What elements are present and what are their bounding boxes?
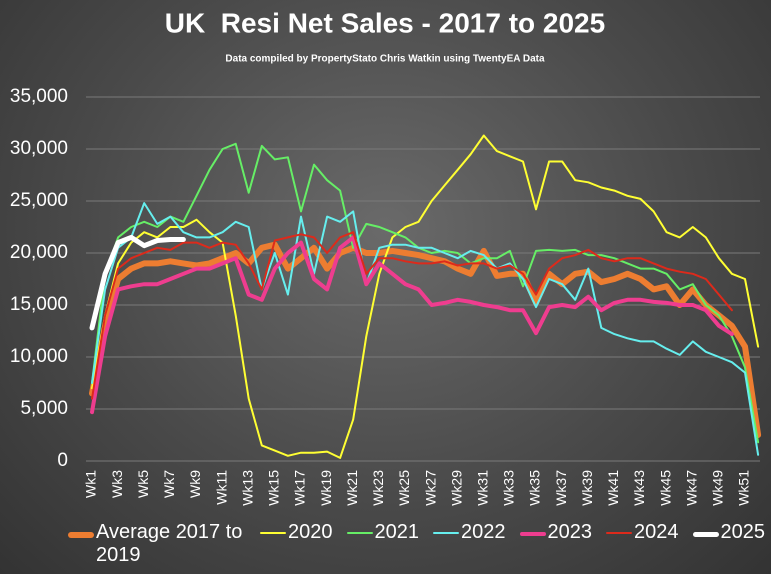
legend-item: 2024 bbox=[606, 521, 679, 544]
x-tick-label: Wk19 bbox=[318, 470, 334, 506]
x-tick-label: Wk43 bbox=[631, 470, 647, 506]
y-tick-label: 5,000 bbox=[20, 398, 68, 419]
x-tick-label: Wk51 bbox=[736, 470, 752, 506]
series-line bbox=[91, 142, 760, 444]
legend-label: 2024 bbox=[634, 521, 679, 543]
legend-item: 2022 bbox=[433, 521, 506, 544]
legend-label: Average 2017 to 2019 bbox=[96, 521, 243, 566]
legend-label: 2021 bbox=[374, 521, 420, 543]
legend-swatch bbox=[692, 532, 719, 537]
x-tick-label: Wk21 bbox=[344, 470, 360, 506]
x-tick-label: Wk29 bbox=[448, 470, 464, 506]
legend-item: 2021 bbox=[346, 521, 420, 544]
x-tick-label: Wk39 bbox=[579, 470, 595, 506]
x-tick-label: Wk37 bbox=[553, 470, 569, 506]
x-tick-label: Wk13 bbox=[239, 470, 255, 506]
x-tick-label: Wk23 bbox=[370, 470, 386, 506]
legend-label: 2023 bbox=[547, 521, 593, 543]
y-tick-label: 30,000 bbox=[10, 138, 68, 159]
x-tick-label: Wk5 bbox=[135, 470, 151, 498]
x-tick-label: Wk35 bbox=[527, 470, 543, 506]
legend-label: 2020 bbox=[288, 521, 333, 543]
legend-item: 2020 bbox=[260, 521, 333, 544]
series-line bbox=[90, 235, 734, 415]
x-tick-label: Wk25 bbox=[396, 470, 412, 506]
x-tick-label: Wk47 bbox=[683, 470, 699, 506]
series-line bbox=[91, 202, 760, 456]
x-tick-label: Wk45 bbox=[657, 470, 673, 506]
legend-swatch bbox=[433, 532, 459, 534]
x-tick-label: Wk41 bbox=[605, 470, 621, 506]
x-tick-label: Wk15 bbox=[266, 470, 282, 506]
x-tick-label: Wk11 bbox=[213, 470, 229, 505]
y-tick-label: 0 bbox=[57, 450, 68, 471]
legend-swatch bbox=[260, 532, 286, 534]
x-tick-label: Wk17 bbox=[292, 470, 308, 506]
legend-swatch bbox=[68, 532, 94, 538]
y-tick-label: 35,000 bbox=[10, 86, 68, 107]
legend: Average 2017 to 2019 2020 2021 2022 2023 2024… bbox=[68, 521, 765, 567]
x-tick-label: Wk7 bbox=[161, 470, 177, 498]
series-line bbox=[91, 231, 733, 400]
series-line bbox=[89, 234, 186, 331]
x-tick-label: Wk27 bbox=[422, 470, 438, 506]
legend-item: Average 2017 to 2019 bbox=[68, 521, 246, 567]
x-tick-label: Wk1 bbox=[83, 470, 99, 498]
y-tick-label: 10,000 bbox=[10, 346, 68, 367]
legend-label: 2025 bbox=[720, 521, 766, 543]
series-line bbox=[89, 241, 762, 438]
legend-item: 2025 bbox=[692, 521, 766, 544]
y-tick-label: 20,000 bbox=[10, 242, 68, 263]
legend-swatch bbox=[606, 532, 632, 534]
x-tick-label: Wk33 bbox=[501, 470, 517, 506]
x-tick-label: Wk49 bbox=[710, 470, 726, 506]
x-tick-label: Wk31 bbox=[475, 470, 491, 506]
series-line bbox=[91, 134, 760, 459]
chart-title: UK Resi Net Sales - 2017 to 2025 bbox=[165, 7, 605, 38]
legend-item: 2023 bbox=[519, 521, 593, 544]
y-tick-label: 25,000 bbox=[10, 190, 68, 211]
x-tick-label: Wk9 bbox=[187, 470, 203, 498]
legend-swatch bbox=[519, 532, 546, 536]
legend-swatch bbox=[346, 532, 373, 534]
y-tick-label: 15,000 bbox=[10, 294, 68, 315]
legend-label: 2022 bbox=[461, 521, 506, 543]
chart-subtitle: Data compiled by PropertyStato Chris Wat… bbox=[225, 54, 545, 65]
x-tick-label: Wk3 bbox=[109, 470, 125, 498]
